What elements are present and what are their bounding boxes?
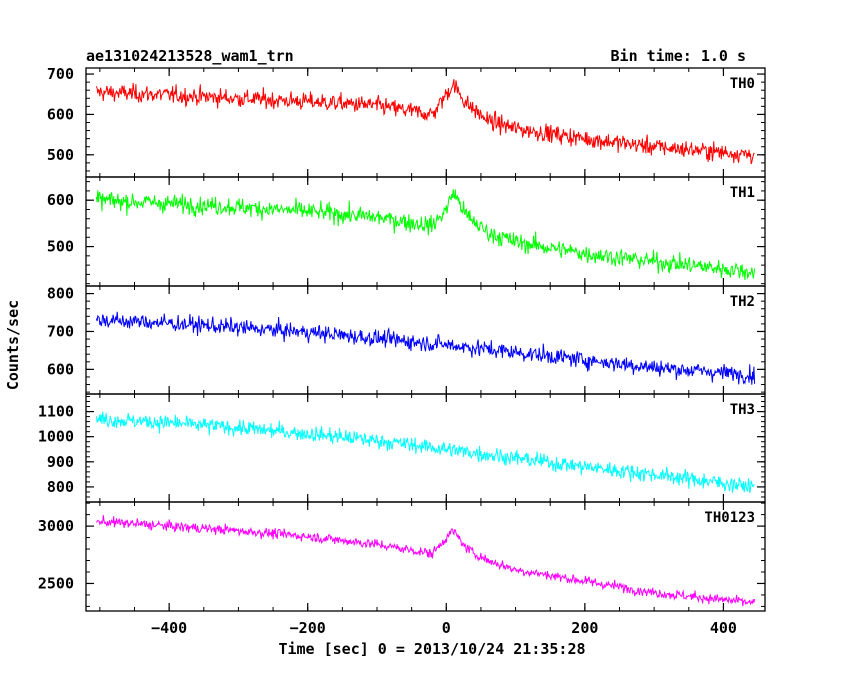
y-tick-label: 900	[47, 453, 74, 471]
panel-frame	[85, 67, 766, 178]
y-tick-label: 600	[47, 360, 74, 378]
series-line-th0	[95, 79, 755, 165]
panel-frame	[85, 285, 766, 395]
series-label-th3: TH3	[730, 402, 755, 418]
series-line-th0123	[96, 515, 756, 607]
x-tick-label: 0	[442, 619, 451, 637]
y-tick-label: 700	[47, 322, 74, 340]
x-tick-label: 400	[710, 619, 737, 637]
y-tick-label: 800	[47, 285, 74, 303]
y-tick-label: 3000	[38, 517, 74, 535]
y-tick-label: 700	[47, 65, 74, 83]
series-line-th1	[95, 189, 756, 280]
chart-title: ae131024213528_wam1_trn	[86, 47, 294, 65]
x-tick-label: −400	[151, 619, 187, 637]
panels: 500 600 700 TH0 500 600 TH1 600 700 800 TH2 800 900 1…	[38, 65, 766, 612]
y-tick-label: 500	[47, 238, 74, 256]
series-label-th1: TH1	[730, 185, 755, 201]
series-line-th2	[95, 311, 756, 385]
panel-th1: 500 600 TH1	[47, 176, 766, 287]
y-tick-label: 2500	[38, 574, 74, 592]
x-tick-label: −200	[290, 619, 326, 637]
bin-time-label: Bin time: 1.0 s	[611, 47, 746, 65]
x-axis: −400 −200 0 200 400	[151, 619, 737, 637]
panel-th3: 800 900 1000 1100 TH3	[38, 393, 766, 503]
panel-th0123: 2500 3000 TH0123	[38, 501, 766, 612]
y-tick-label: 1000	[38, 428, 74, 446]
panel-th2: 600 700 800 TH2	[47, 285, 766, 395]
y-tick-label: 600	[47, 105, 74, 123]
panel-th0: 500 600 700 TH0	[47, 65, 766, 178]
series-label-th2: TH2	[730, 294, 755, 310]
series-label-th0123: TH0123	[704, 510, 755, 526]
y-tick-label: 500	[47, 146, 74, 164]
x-axis-title: Time [sec] 0 = 2013/10/24 21:35:28	[278, 640, 585, 658]
y-axis-title: Counts/sec	[4, 300, 22, 390]
y-tick-label: 1100	[38, 403, 74, 421]
panel-frame	[85, 176, 766, 287]
series-label-th0: TH0	[730, 76, 755, 92]
y-tick-label: 800	[47, 478, 74, 496]
y-tick-label: 600	[47, 191, 74, 209]
x-tick-label: 200	[571, 619, 598, 637]
panel-frame	[85, 501, 766, 612]
series-line-th3	[95, 411, 755, 494]
